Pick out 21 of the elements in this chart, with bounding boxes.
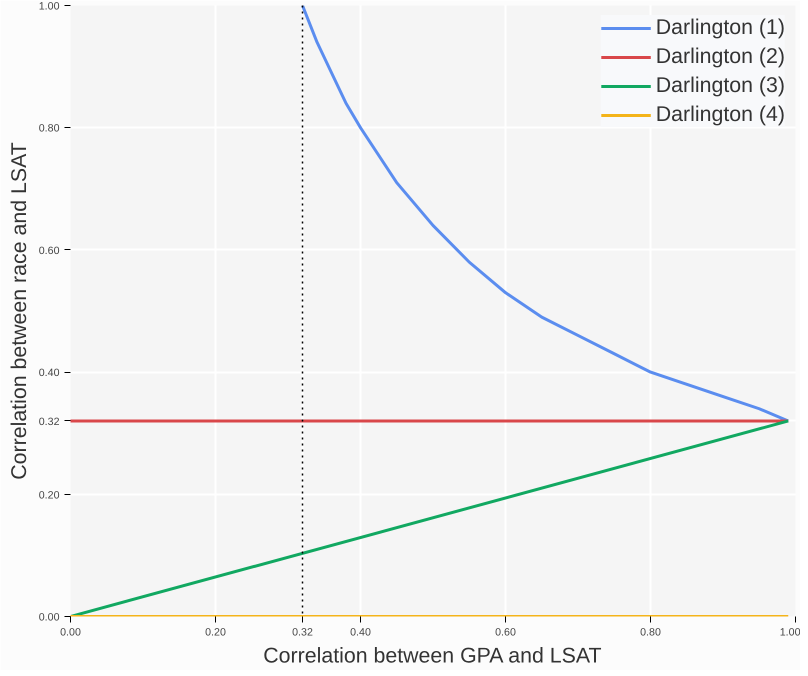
y-tick-label: 0.32 [38, 416, 60, 428]
x-tick-label: 0.80 [640, 626, 661, 638]
legend-label: Darlington (2) [656, 44, 785, 69]
x-axis-title: Correlation between GPA and LSAT [263, 644, 602, 668]
legend-label: Darlington (3) [656, 73, 785, 98]
x-tick-label: 0.40 [350, 626, 371, 638]
x-tick-label: 0.32 [292, 626, 313, 638]
line-series [301, 6, 790, 422]
x-tick-label: 0.20 [205, 626, 226, 638]
y-tick-label: 0.20 [38, 489, 60, 502]
y-tick-label: 0.60 [38, 244, 60, 257]
x-tick-label: 1.00 [780, 626, 801, 638]
x-tick-label: 0.60 [495, 626, 516, 638]
y-axis-title: Correlation between race and LSAT [6, 142, 31, 480]
y-tick-label: 1.00 [38, 0, 60, 12]
y-tick-label: 0.80 [38, 122, 60, 135]
y-tick-label: 0.40 [38, 367, 60, 380]
legend-label: Darlington (4) [656, 102, 785, 127]
legend-label: Darlington (1) [656, 15, 785, 40]
y-tick-label: 0.00 [38, 612, 60, 624]
x-tick-label: 0.00 [60, 626, 81, 638]
